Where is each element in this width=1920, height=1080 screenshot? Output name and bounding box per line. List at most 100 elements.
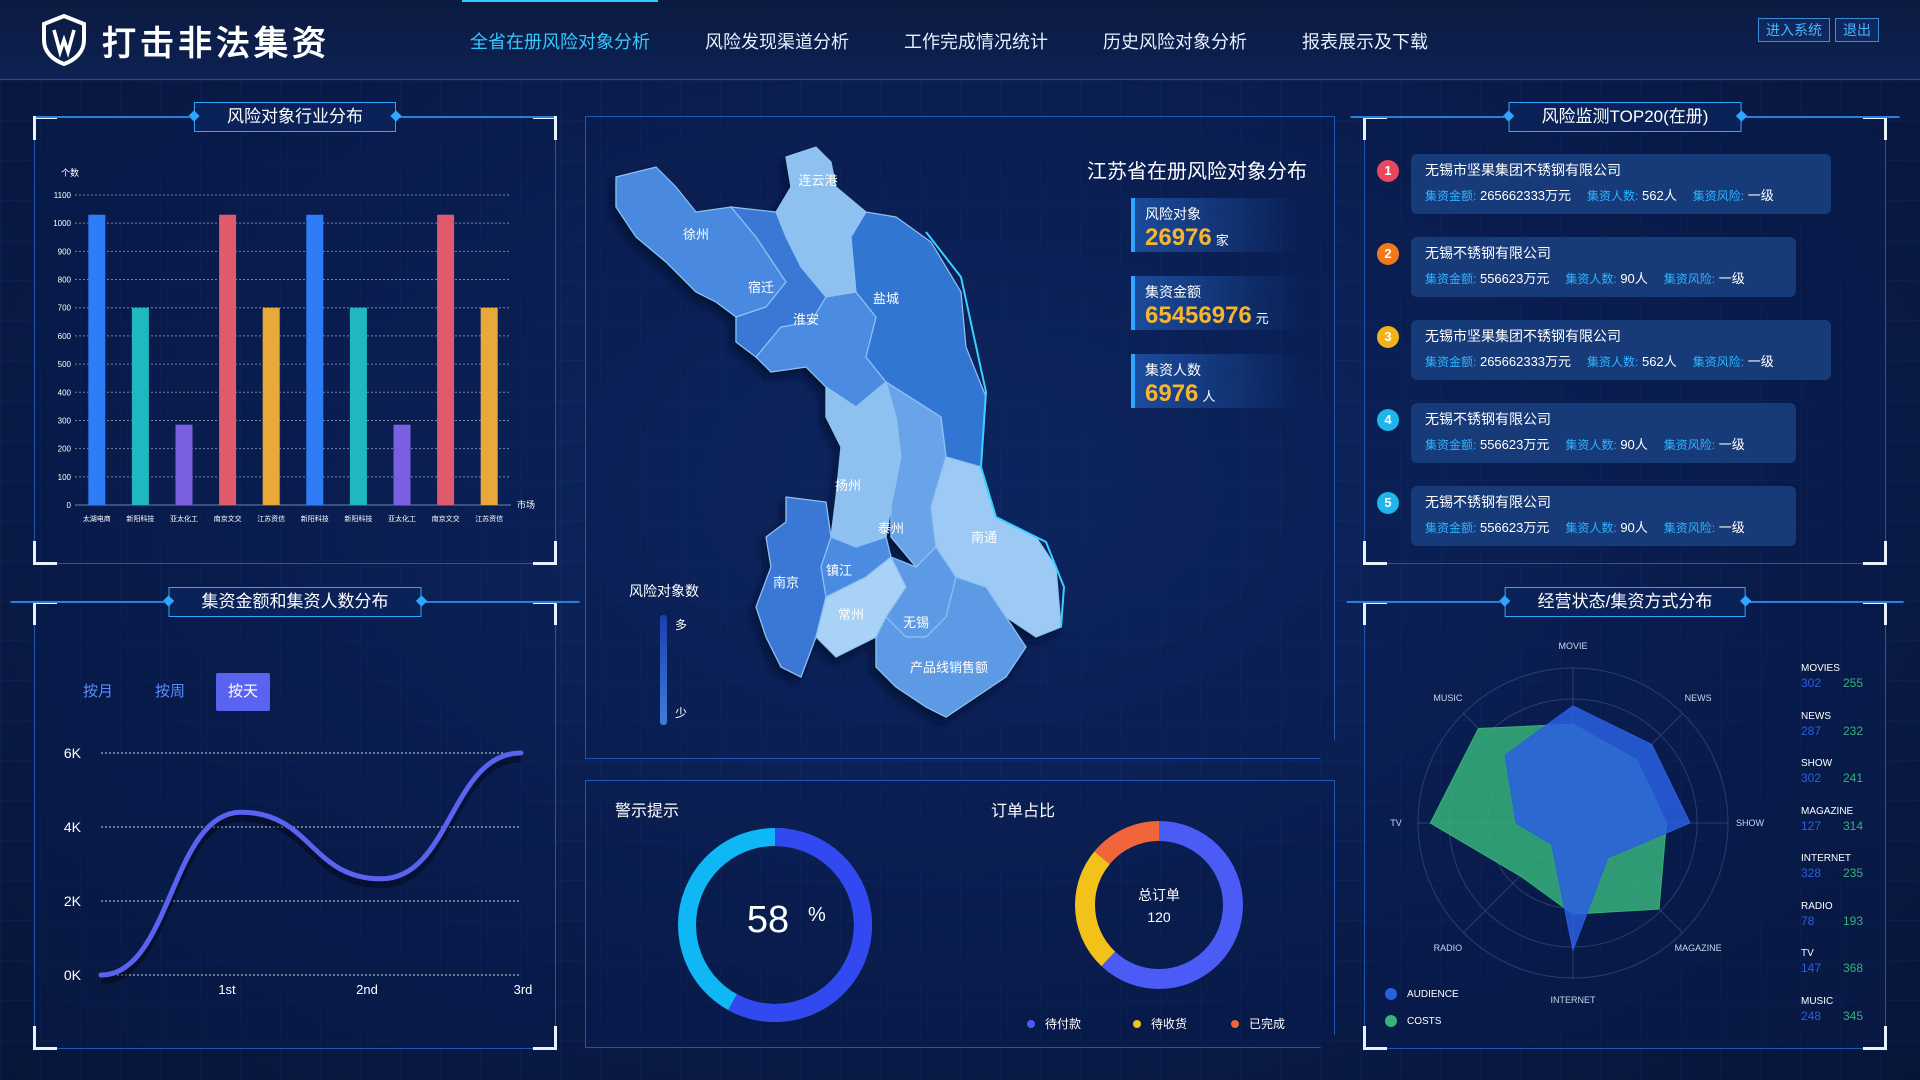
- x-tick-label: 2nd: [356, 982, 378, 997]
- city-label: 产品线销售额: [910, 660, 988, 675]
- map-legend-high: 多: [675, 618, 687, 632]
- alert-title: 警示提示: [615, 803, 680, 820]
- radar-side-label: MUSIC: [1801, 995, 1834, 1007]
- order-center-value: 120: [1147, 909, 1171, 925]
- nav-item-work-stats[interactable]: 工作完成情况统计: [904, 32, 1048, 52]
- radar-side-label: RADIO: [1801, 900, 1833, 912]
- bar[interactable]: [393, 424, 411, 505]
- y-unit-label: 个数: [61, 167, 79, 178]
- x-tick-label: 江苏资信: [475, 514, 503, 523]
- radar-chart: MOVIE NEWS SHOW MAGAZINE INTERNET RADIO TV MUSI…: [1390, 641, 1765, 1005]
- map-legend-low: 少: [675, 706, 687, 720]
- city-label: 泰州: [878, 521, 904, 536]
- stat-amount: 集资金额 65456976 元: [1131, 276, 1301, 330]
- y-tick-label: 500: [58, 360, 72, 369]
- x-unit-label: 市场: [517, 499, 535, 510]
- bar[interactable]: [262, 307, 280, 505]
- top20-item[interactable]: 2 无锡不锈钢有限公司 集资金额: 556623万元 集资人数: 90人 集资风险: 一…: [1377, 237, 1837, 297]
- radar-side-values-row: 287 232: [1801, 723, 1864, 738]
- radar-axis-label: SHOW: [1736, 818, 1765, 828]
- company-details: 集资金额: 556623万元 集资人数: 90人 集资风险: 一级: [1425, 271, 1745, 286]
- top20-card: 无锡市坚果集团不锈钢有限公司集资金额: 265662333万元 集资人数: 562…: [1411, 154, 1831, 214]
- stat-people: 集资人数 6976 人: [1131, 354, 1301, 408]
- legend-audience: AUDIENCE: [1385, 988, 1459, 1000]
- bar[interactable]: [480, 307, 498, 505]
- x-tick-label: 亚太化工: [388, 514, 416, 523]
- bar[interactable]: [437, 214, 455, 505]
- tab-by-week[interactable]: 按周: [155, 683, 186, 700]
- y-tick-label: 600: [58, 332, 72, 341]
- radar-side-label: NEWS: [1801, 710, 1831, 722]
- radar-side-values-row: 302 241: [1801, 771, 1864, 785]
- top20-item[interactable]: 4 无锡不锈钢有限公司集资金额: 556623万元 集资人数: 90人 集资风险: 一…: [1377, 403, 1837, 463]
- y-tick-label: 300: [58, 416, 72, 425]
- radar-side-label: INTERNET: [1801, 853, 1851, 864]
- y-tick-label: 700: [58, 304, 72, 313]
- bar[interactable]: [349, 307, 367, 505]
- donut-slice[interactable]: [1075, 821, 1243, 989]
- line-series: [98, 750, 524, 978]
- city-label: 南通: [971, 530, 997, 545]
- company-name: 无锡市坚果集团不锈钢有限公司: [1425, 162, 1621, 178]
- radar-side-values-row: 302 255: [1801, 676, 1864, 690]
- bar[interactable]: [131, 307, 149, 505]
- city-label: 宿迁: [748, 280, 774, 295]
- company-details: 集资金额: 265662333万元 集资人数: 562人 集资风险: 一级: [1425, 188, 1774, 203]
- order-center-label: 总订单: [1138, 887, 1180, 903]
- legend-completed: 已完成: [1231, 1015, 1285, 1032]
- top20-panel-title: 风险监测TOP20(在册): [1350, 102, 1900, 132]
- company-name: 无锡不锈钢有限公司: [1425, 494, 1551, 510]
- company-name: 无锡不锈钢有限公司: [1425, 411, 1551, 427]
- donut-slice[interactable]: [1075, 821, 1243, 989]
- rank-badge: 4: [1377, 409, 1399, 431]
- logo-text: 打击非法集资: [102, 23, 330, 64]
- top20-card: 无锡不锈钢有限公司 集资金额: 556623万元 集资人数: 90人 集资风险: 一级: [1411, 237, 1796, 297]
- tab-by-month[interactable]: 按月: [83, 683, 114, 700]
- radar-series-audience[interactable]: [1504, 705, 1691, 952]
- line-series-shadow: [100, 755, 522, 985]
- bar[interactable]: [175, 424, 193, 505]
- nav-item-channel[interactable]: 风险发现渠道分析: [705, 32, 849, 52]
- radar-panel: 经营状态/集资方式分布 MOVIE NEWS SHOW MAGAZINE INTERNE…: [1346, 587, 1904, 1050]
- radar-side-values-row: 248 345: [1801, 1008, 1864, 1023]
- top20-item[interactable]: 5 无锡不锈钢有限公司 集资金额: 556623万元 集资人数: 90人 集资风险: 一…: [1377, 486, 1837, 546]
- x-tick-label: 3rd: [514, 982, 533, 997]
- stat-risk-objects: 风险对象 26976 家: [1131, 198, 1301, 252]
- legend-costs: COSTS: [1385, 1015, 1441, 1027]
- region-suzhou[interactable]: [875, 576, 1027, 718]
- top20-card: 无锡市坚果集团不锈钢有限公司 集资金额: 265662333万元 集资人数: 562…: [1411, 320, 1831, 380]
- y-tick-label: 4K: [64, 819, 82, 835]
- map-title: 江苏省在册风险对象分布: [1087, 161, 1307, 183]
- bar[interactable]: [88, 214, 106, 505]
- top20-item[interactable]: 1 无锡市坚果集团不锈钢有限公司 集资金额: 265662333万元 集资人数: 56…: [1377, 154, 1837, 214]
- radar-side-label: MAGAZINE: [1801, 805, 1854, 817]
- nav-item-reports[interactable]: 报表展示及下载: [1302, 32, 1428, 52]
- y-tick-label: 2K: [64, 893, 82, 909]
- city-label: 盐城: [873, 291, 899, 306]
- industry-panel-title: 风险对象行业分布: [36, 102, 554, 132]
- radar-side-values-row: 78 193: [1801, 913, 1864, 928]
- bar[interactable]: [219, 214, 237, 505]
- exit-button[interactable]: 退出: [1835, 18, 1879, 42]
- company-details: 集资金额: 265662333万元 集资人数: 562人 集资风险: 一级: [1425, 354, 1774, 369]
- nav-item-history[interactable]: 历史风险对象分析: [1103, 32, 1247, 52]
- company-details: 集资金额: 556623万元 集资人数: 90人 集资风险: 一级: [1425, 437, 1745, 452]
- y-tick-label: 400: [58, 388, 72, 397]
- legend-pending-payment: 待付款: [1027, 1015, 1081, 1032]
- y-tick-label: 6K: [64, 745, 82, 761]
- enter-system-button[interactable]: 进入系统: [1758, 18, 1830, 42]
- y-tick-label: 1000: [53, 219, 71, 228]
- y-tick-label: 900: [58, 247, 72, 256]
- amount-panel-title: 集资金额和集资人数分布: [10, 587, 580, 617]
- x-tick-label: 南京文交: [214, 514, 242, 523]
- y-tick-label: 100: [58, 473, 72, 482]
- radar-axis-label: INTERNET: [1551, 995, 1597, 1005]
- nav-item-registered-risk[interactable]: 全省在册风险对象分析: [462, 0, 658, 58]
- industry-panel: 风险对象行业分布 个数 市场 0 100 200 300 400 500 600 700 800…: [33, 102, 557, 565]
- tab-by-day[interactable]: 按天: [216, 673, 271, 711]
- radar-side-label: MOVIES: [1801, 663, 1840, 674]
- city-label: 徐州: [683, 227, 709, 242]
- bar[interactable]: [306, 214, 324, 505]
- top20-item[interactable]: 3 无锡市坚果集团不锈钢有限公司 集资金额: 265662333万元 集资人数: 56…: [1377, 320, 1837, 380]
- alert-order-panel: 警示提示 订单占比 58 % 总订单 120 待付款 待收货 已完成: [585, 780, 1335, 1048]
